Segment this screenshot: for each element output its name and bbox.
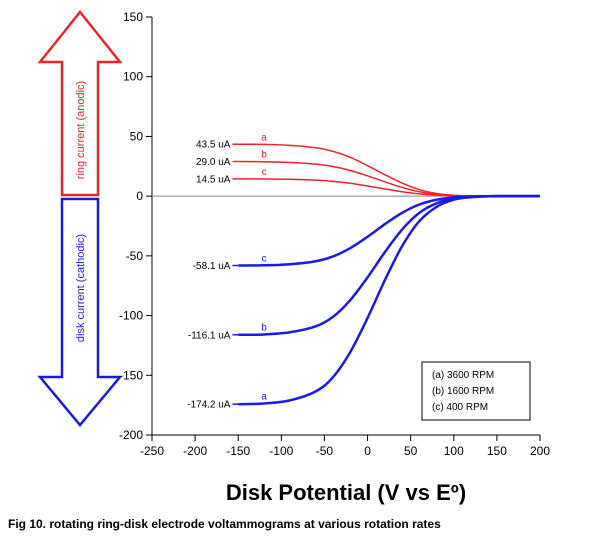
legend-entry-b: (b) 1600 RPM — [432, 386, 494, 397]
y-tick-label: -100 — [119, 309, 143, 323]
x-tick-label: -200 — [183, 444, 207, 458]
y-tick-label: -50 — [126, 249, 144, 263]
ring-arrow-shape — [37, 9, 123, 197]
x-tick-label: 50 — [404, 444, 418, 458]
series-tag-ring-b: b — [261, 150, 267, 161]
y-tick-label: 100 — [123, 70, 143, 84]
disk-current-arrow: disk current (cathodic) — [37, 197, 123, 427]
y-tick-label: 0 — [136, 189, 143, 203]
series-line-ring-a — [238, 143, 541, 197]
series-line-disk-a — [238, 194, 541, 406]
x-tick-label: -150 — [226, 444, 250, 458]
legend-box — [421, 361, 531, 421]
plateau-label-disk-a: -174.2 uA — [187, 400, 231, 411]
x-tick-label: -100 — [269, 444, 293, 458]
series-line-ring-c — [238, 178, 541, 197]
plateau-label-ring-a: 43.5 uA — [196, 140, 231, 151]
ring-arrow-label: ring current (anodic) — [75, 81, 87, 179]
y-ticks: 150 100 50 0 -50 -100 -150 -200 — [119, 10, 152, 442]
plateau-label-ring-c: 14.5 uA — [196, 174, 231, 185]
y-tick-label: -200 — [119, 428, 143, 442]
figure-caption: Fig 10. rotating ring-disk electrode vol… — [8, 517, 441, 531]
x-tick-label: 0 — [364, 444, 371, 458]
ring-current-arrow: ring current (anodic) — [37, 9, 123, 197]
disk-arrow-label: disk current (cathodic) — [75, 234, 87, 342]
series-tag-disk-a: a — [261, 391, 267, 402]
plateau-label-disk-c: -58.1 uA — [193, 261, 231, 272]
x-tick-label: -50 — [316, 444, 334, 458]
legend-entry-c: (c) 400 RPM — [432, 402, 488, 413]
x-tick-label: -250 — [140, 444, 164, 458]
y-tick-label: 150 — [123, 10, 143, 24]
x-tick-label: 100 — [444, 444, 464, 458]
plateau-label-disk-b: -116.1 uA — [188, 330, 231, 341]
series-tag-ring-c: c — [262, 167, 267, 178]
x-axis-label: Disk Potential (V vs Eº) — [226, 480, 466, 505]
plateau-labels: 43.5 uA 29.0 uA 14.5 uA -58.1 uA -116.1 uA -1… — [187, 140, 239, 411]
series-tag-ring-a: a — [261, 132, 267, 143]
x-tick-label: 150 — [487, 444, 507, 458]
x-ticks: -250 -200 -150 -100 -50 0 50 100 150 200 — [140, 435, 550, 458]
disk-arrow-shape — [37, 197, 123, 427]
y-tick-label: -150 — [119, 368, 143, 382]
series-tag-disk-c: c — [262, 253, 267, 264]
series-line-disk-c — [238, 194, 541, 267]
x-tick-label: 200 — [530, 444, 550, 458]
legend-entry-a: (a) 3600 RPM — [432, 370, 494, 381]
plateau-label-ring-b: 29.0 uA — [196, 157, 231, 168]
legend: (a) 3600 RPM (b) 1600 RPM (c) 400 RPM — [421, 361, 531, 421]
y-tick-label: 50 — [130, 129, 144, 143]
series-tag-disk-b: b — [261, 322, 267, 333]
